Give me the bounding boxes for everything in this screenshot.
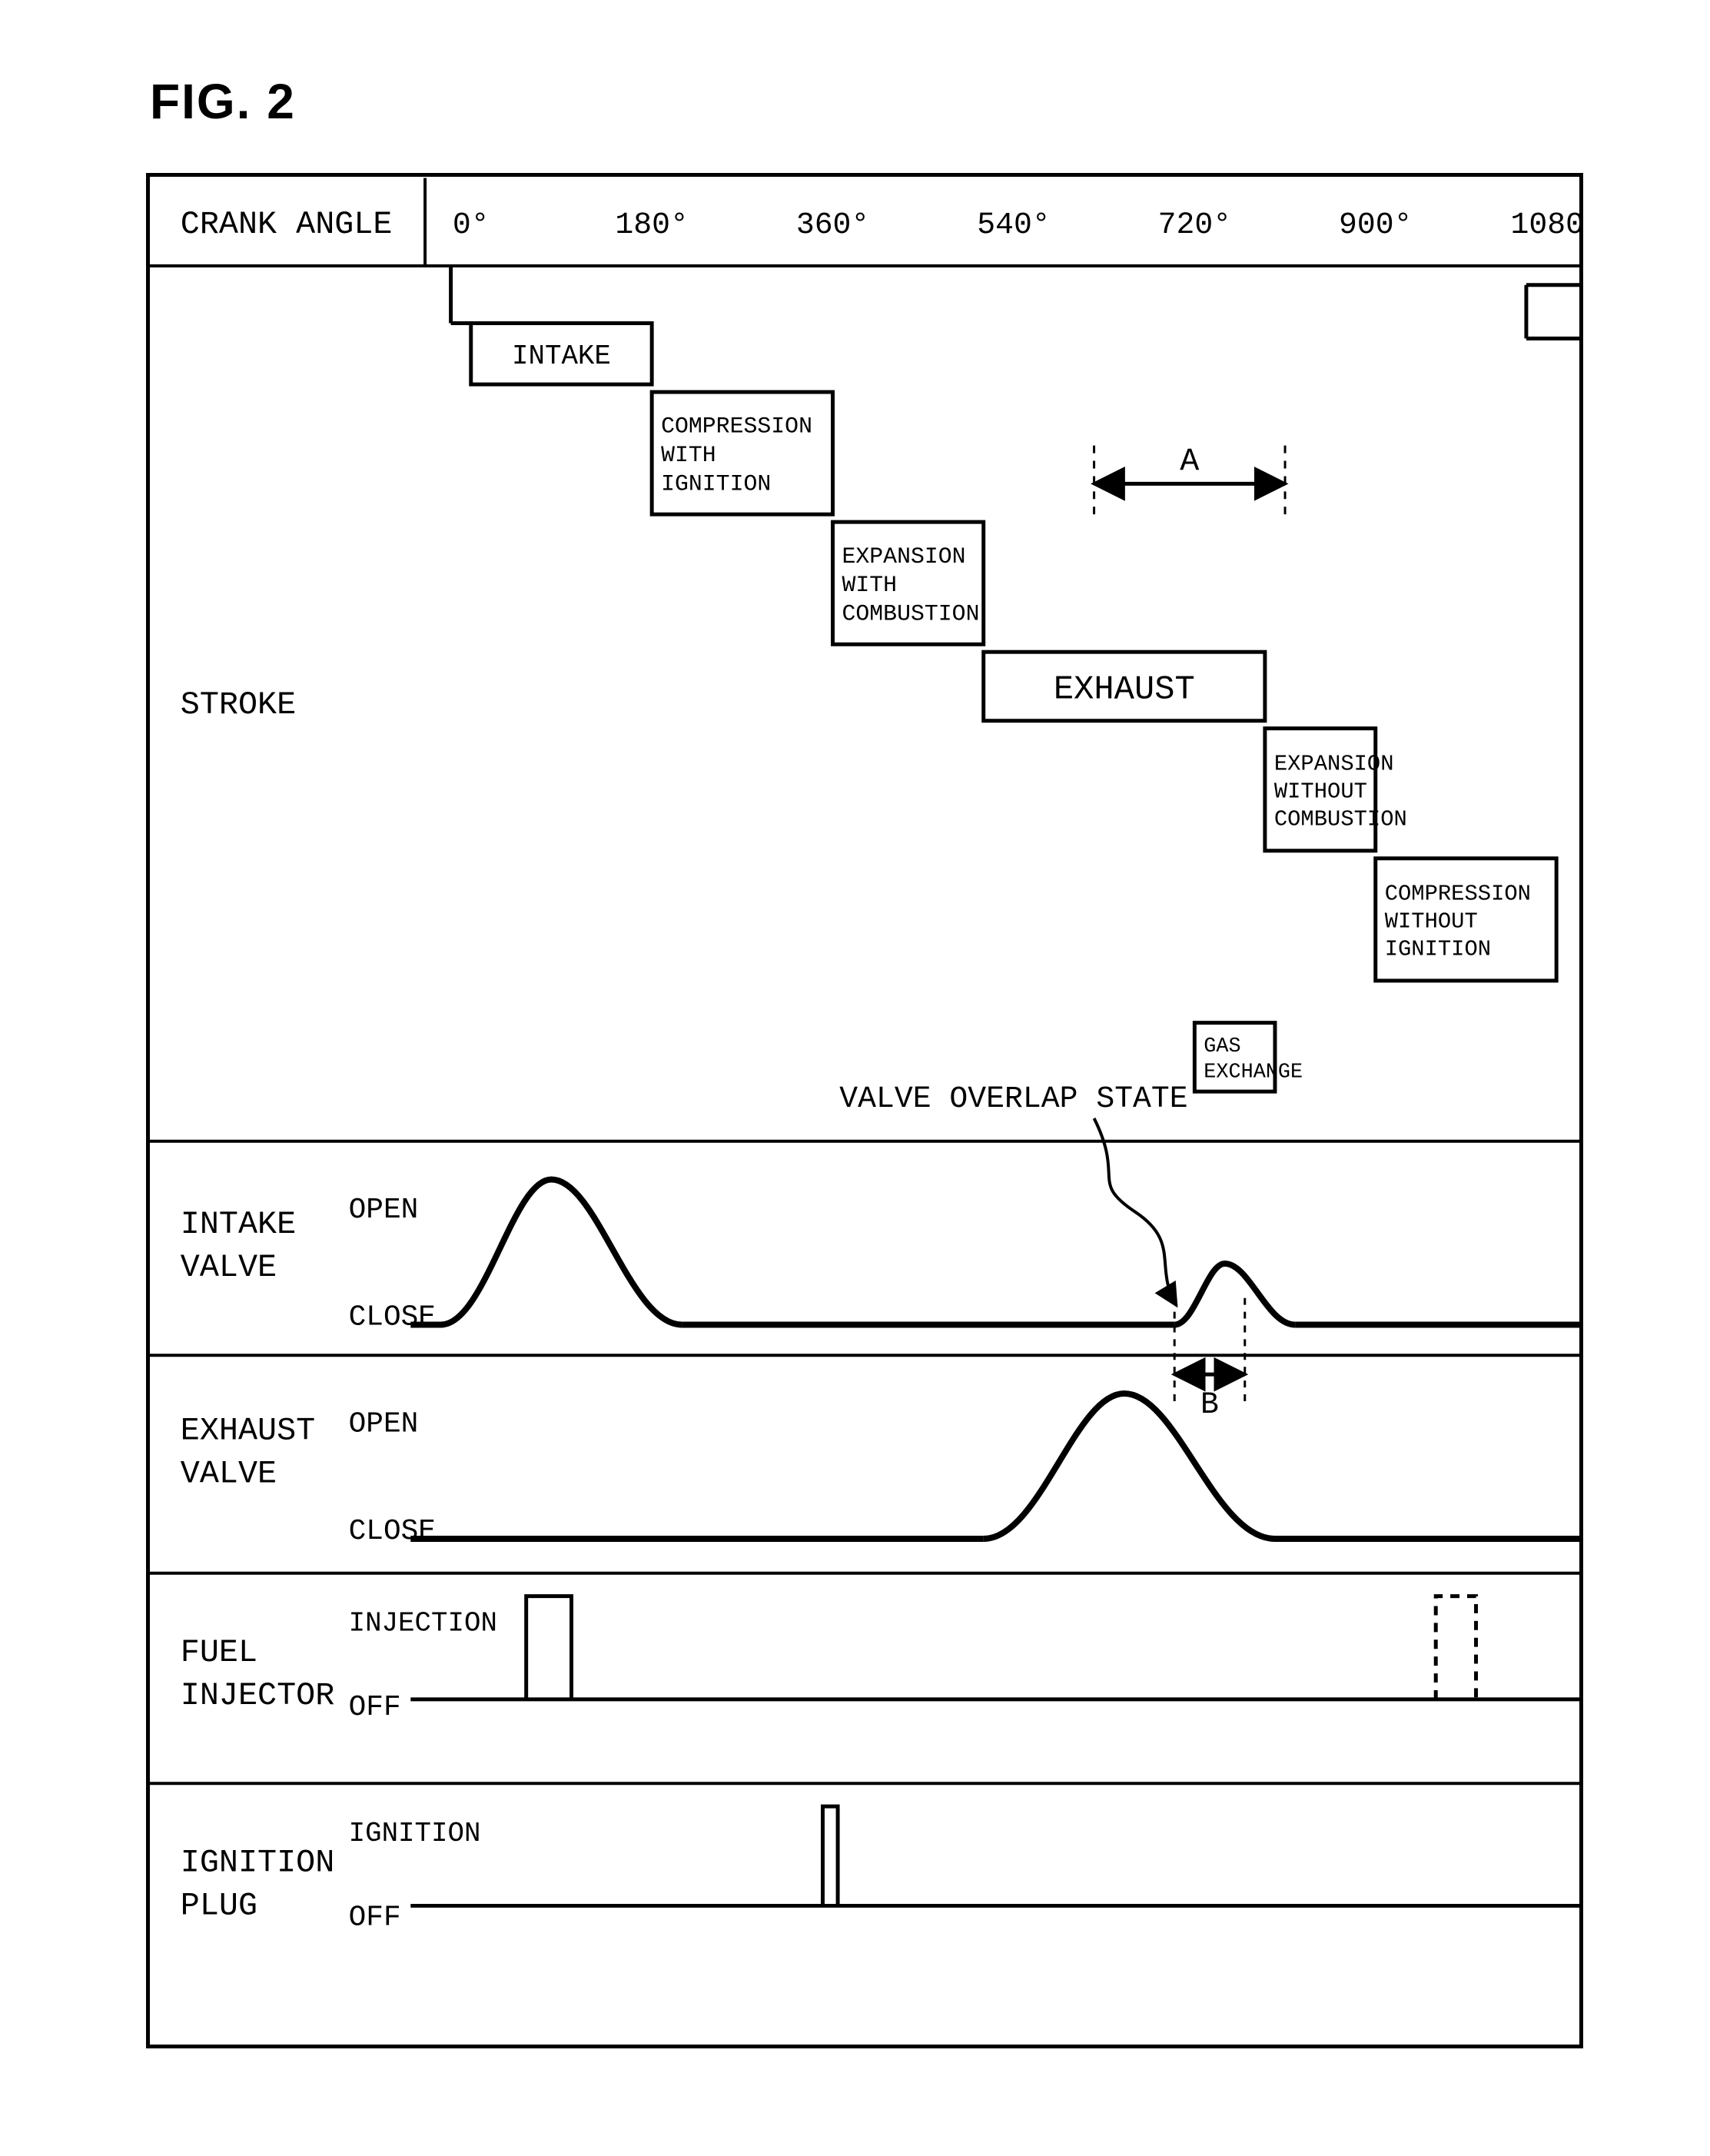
label-injection: INJECTION [349,1607,497,1639]
stroke-label: WITH [842,572,897,598]
crank-tick: 180° [615,208,688,242]
crank-tick: 360° [796,208,869,242]
label-close: CLOSE [349,1302,436,1334]
annotation-a-label: A [1180,443,1200,480]
label-off: OFF [349,1692,401,1724]
stroke-label: COMBUSTION [842,600,979,626]
figure-title: FIG. 2 [150,73,296,130]
crank-tick: 540° [977,208,1050,242]
stroke-label: EXHAUST [1054,671,1195,709]
svg-text:FUEL: FUEL [181,1634,257,1671]
stroke-label: IGNITION [1385,936,1491,962]
svg-text:IGNITION: IGNITION [181,1845,335,1882]
stroke-label: WITHOUT [1274,779,1367,804]
exhaust-valve-curve [984,1394,1275,1539]
stroke-label: COMBUSTION [1274,806,1407,832]
overlap-leader [1094,1118,1177,1306]
crank-tick: 900° [1339,208,1412,242]
label-open: OPEN [349,1409,419,1441]
svg-text:EXHAUST: EXHAUST [181,1413,315,1450]
stroke-label: EXCHANGE [1204,1061,1303,1085]
valve-overlap-label: VALVE OVERLAP STATE [839,1081,1187,1116]
intake-valve-curve-2 [1174,1264,1295,1325]
crank-tick: 0° [453,208,490,242]
stroke-label: COMPRESSION [1385,881,1531,906]
diagram-svg: CRANK ANGLE 0° 180° 360° 540° 720° 900° 1080° ST… [150,177,1579,2045]
crank-tick: 1080° [1510,208,1579,242]
stroke-label: IGNITION [661,470,771,497]
label-open: OPEN [349,1194,419,1227]
stroke-label: EXPANSION [842,543,965,570]
annotation-b-label: B [1200,1387,1219,1422]
label-stroke: STROKE [181,686,296,723]
svg-text:VALVE: VALVE [181,1249,277,1286]
diagram-frame: CRANK ANGLE 0° 180° 360° 540° 720° 900° 1080° ST… [146,173,1583,2048]
stroke-label: WITHOUT [1385,909,1478,934]
svg-text:INJECTOR: INJECTOR [181,1677,335,1714]
stroke-label: INTAKE [512,341,611,372]
svg-text:VALVE: VALVE [181,1455,277,1492]
stroke-label: COMPRESSION [661,414,812,440]
stroke-label: EXPANSION [1274,751,1394,776]
label-crank-angle: CRANK ANGLE [181,206,393,243]
svg-text:INTAKE: INTAKE [181,1206,296,1243]
stroke-label: WITH [661,442,716,468]
label-off: OFF [349,1902,401,1934]
crank-tick: 720° [1158,208,1231,242]
label-fuel-injector: FUEL INJECTOR [181,1634,335,1714]
svg-text:PLUG: PLUG [181,1887,257,1924]
stroke-label: GAS [1204,1035,1240,1058]
label-ignition-plug: IGNITION PLUG [181,1845,335,1925]
svg-text:CRANK ANGLE: CRANK ANGLE [181,206,393,243]
label-ignition: IGNITION [349,1818,481,1849]
label-close: CLOSE [349,1516,436,1548]
intake-valve-curve [441,1180,682,1325]
label-intake-valve: INTAKE VALVE [181,1206,296,1286]
label-exhaust-valve: EXHAUST VALVE [181,1413,315,1493]
